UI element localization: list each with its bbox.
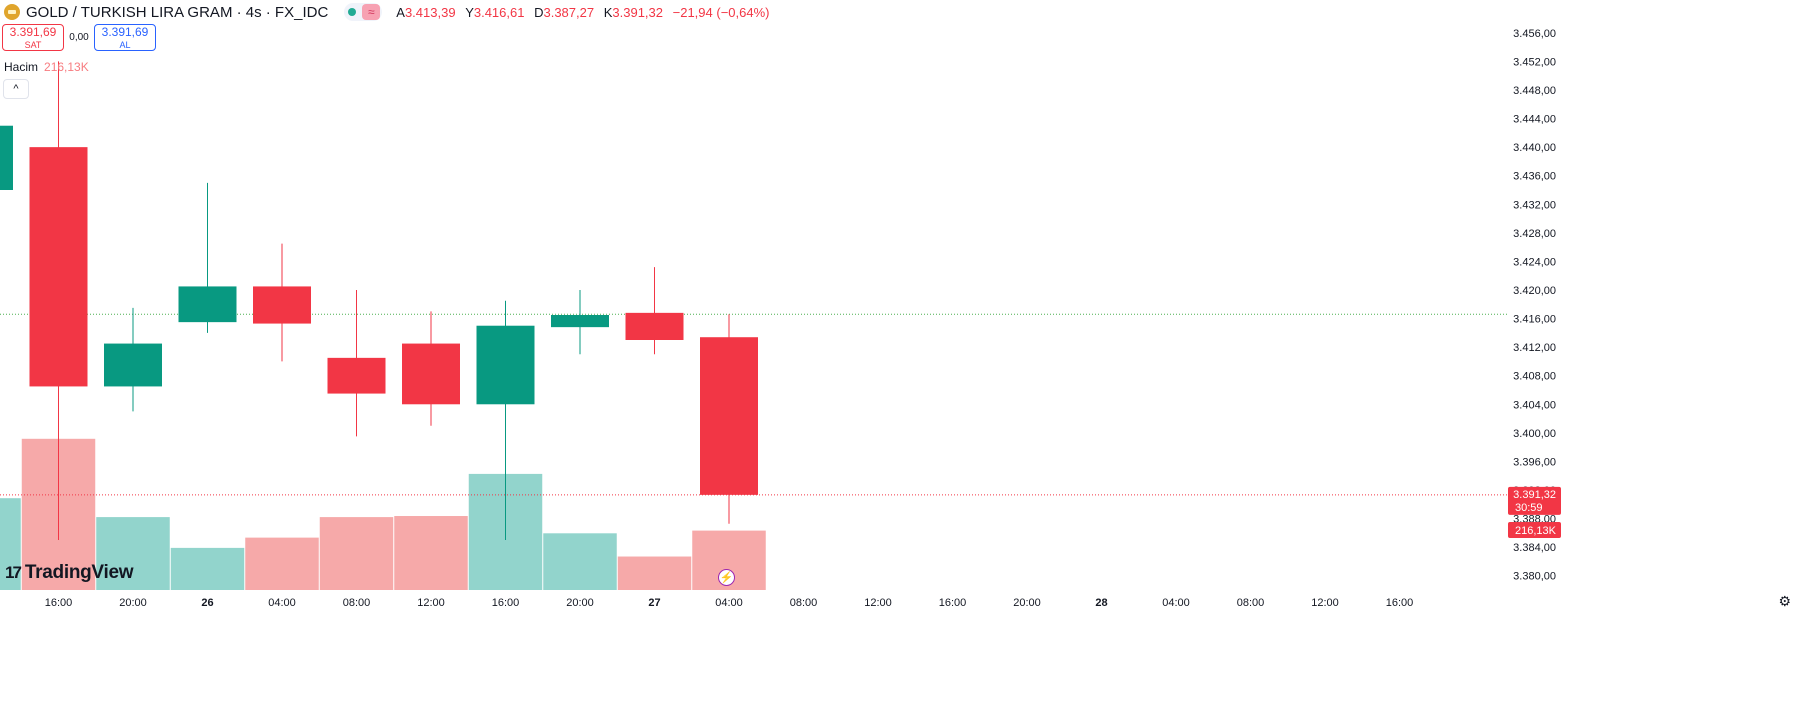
x-tick-label: 08:00 — [790, 597, 818, 609]
y-tick-label: 3.456,00 — [1513, 28, 1556, 40]
y-tick-label: 3.408,00 — [1513, 371, 1556, 383]
x-tick-label: 20:00 — [119, 597, 147, 609]
volume-tag — [1508, 522, 1561, 538]
x-tick-label: 16:00 — [1386, 597, 1414, 609]
spread-value: 0,00 — [69, 32, 89, 43]
price-tag — [1508, 486, 1561, 515]
candle-body — [551, 315, 609, 328]
price-tag-value: 3.391,32 — [1513, 489, 1556, 501]
volume-bar — [617, 556, 692, 590]
x-tick-label: 08:00 — [1237, 597, 1265, 609]
candle-body — [104, 343, 162, 387]
y-tick-label: 3.420,00 — [1513, 285, 1556, 297]
tradingview-logo[interactable]: 17 TradingView — [5, 562, 134, 583]
symbol-title[interactable]: GOLD / TURKISH LIRA GRAM · 4s · FX_IDC — [26, 3, 329, 21]
x-tick-label: 20:00 — [1013, 597, 1041, 609]
volume-bar — [96, 517, 170, 590]
chart-header: GOLD / TURKISH LIRA GRAM · 4s · FX_IDC ≈… — [4, 3, 769, 21]
x-tick-label: 08:00 — [343, 597, 371, 609]
volume-legend[interactable]: Hacim 216,13K — [4, 60, 89, 74]
gold-symbol-icon — [4, 4, 20, 20]
volume-value: 216,13K — [44, 60, 89, 74]
x-tick-label: 16:00 — [45, 597, 73, 609]
volume-bar — [543, 533, 617, 590]
y-tick-label: 3.384,00 — [1513, 542, 1556, 554]
candle-body — [476, 325, 535, 405]
ohlc-values: A3.413,39 Y3.416,61 D3.387,27 K3.391,32 … — [396, 4, 770, 20]
x-tick-label: 28 — [1095, 597, 1107, 609]
volume-bar — [245, 537, 319, 590]
y-tick-label: 3.380,00 — [1513, 571, 1556, 583]
x-tick-label: 12:00 — [864, 597, 892, 609]
collapse-legend-button[interactable]: ^ — [3, 79, 29, 99]
y-tick-label: 3.400,00 — [1513, 428, 1556, 440]
x-tick-label: 04:00 — [268, 597, 296, 609]
y-tick-label: 3.452,00 — [1513, 56, 1556, 68]
candle-body — [700, 337, 758, 495]
candle-body — [625, 312, 684, 340]
y-tick-label: 3.440,00 — [1513, 142, 1556, 154]
x-tick-label: 26 — [201, 597, 213, 609]
price-tag-countdown: 30:59 — [1515, 502, 1543, 514]
market-open-dot-icon — [348, 8, 357, 16]
y-tick-label: 3.412,00 — [1513, 342, 1556, 354]
x-tick-label: 27 — [648, 597, 660, 609]
gear-icon[interactable]: ⚙ — [1778, 593, 1791, 609]
candle-body — [0, 125, 13, 190]
y-tick-label: 3.432,00 — [1513, 199, 1556, 211]
volume-tag-value: 216,13K — [1515, 525, 1557, 537]
volume-bar — [0, 498, 21, 590]
y-tick-label: 3.416,00 — [1513, 314, 1556, 326]
buy-button[interactable]: 3.391,69 AL — [94, 24, 156, 51]
candle-body — [178, 286, 237, 323]
x-tick-label: 16:00 — [492, 597, 520, 609]
y-tick-label: 3.424,00 — [1513, 256, 1556, 268]
x-tick-label: 20:00 — [566, 597, 594, 609]
x-tick-label: 04:00 — [1162, 597, 1190, 609]
volume-label: Hacim — [4, 60, 39, 74]
sell-button[interactable]: 3.391,69 SAT — [2, 24, 64, 51]
y-tick-label: 3.448,00 — [1513, 85, 1556, 97]
volume-bar — [319, 517, 394, 590]
volume-bar — [394, 516, 468, 590]
lightning-icon[interactable]: ⚡ — [718, 569, 735, 586]
x-tick-label: 12:00 — [417, 597, 445, 609]
y-tick-label: 3.396,00 — [1513, 456, 1556, 468]
y-tick-label: 3.404,00 — [1513, 399, 1556, 411]
x-tick-label: 12:00 — [1311, 597, 1339, 609]
volume-bar — [170, 547, 245, 590]
candle-body — [402, 343, 460, 405]
trade-panel: 3.391,69 SAT 0,00 3.391,69 AL — [2, 24, 156, 51]
candle-body — [253, 286, 311, 324]
chevron-up-icon: ^ — [13, 83, 19, 95]
y-tick-label: 3.444,00 — [1513, 114, 1556, 126]
tradingview-logo-icon: 17 — [5, 563, 22, 582]
change-value: −21,94 (−0,64%) — [672, 4, 770, 20]
candle-body — [29, 147, 88, 387]
candle-body — [327, 357, 386, 394]
x-tick-label: 16:00 — [939, 597, 967, 609]
data-delay-icon[interactable]: ≈ — [362, 4, 381, 20]
market-status[interactable]: ≈ — [344, 3, 383, 21]
y-tick-label: 3.428,00 — [1513, 228, 1556, 240]
x-tick-label: 04:00 — [715, 597, 743, 609]
y-tick-label: 3.436,00 — [1513, 171, 1556, 183]
